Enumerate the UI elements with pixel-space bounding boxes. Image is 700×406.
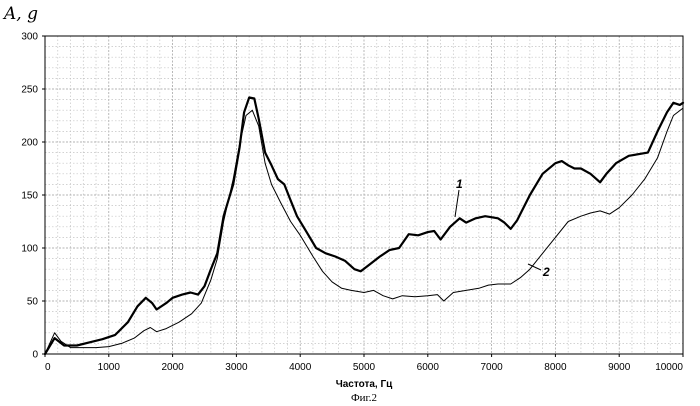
figure-caption: Фиг.2 [351, 392, 377, 404]
y-tick-label: 100 [21, 244, 38, 255]
y-axis-label: A, g [2, 4, 38, 24]
y-tick-label: 300 [21, 32, 38, 43]
y-tick-label: 50 [27, 297, 39, 308]
grid [45, 36, 683, 354]
series-1-label: 1 [456, 177, 463, 191]
x-tick-label: 8000 [544, 362, 567, 373]
y-tick-label: 150 [21, 191, 38, 202]
series-2-line [44, 107, 684, 355]
series-lines [43, 96, 685, 356]
x-tick-label: 2000 [161, 362, 184, 373]
series-2-leader-line [527, 263, 542, 271]
series-2-label: 2 [542, 265, 550, 279]
x-tick-label: 3000 [225, 362, 248, 373]
y-tick-label: 0 [32, 350, 38, 361]
series-1-line [43, 96, 685, 356]
x-tick-label: 10000 [655, 362, 683, 373]
y-tick-label: 200 [21, 138, 38, 149]
x-tick-label: 1000 [98, 362, 121, 373]
series-2-callout: 2 [527, 263, 550, 279]
x-tick-label: 5000 [353, 362, 376, 373]
x-tick-label: 7000 [480, 362, 503, 373]
x-tick-label: 0 [45, 362, 51, 373]
series-1-leader-line [454, 189, 460, 218]
x-tick-label: 6000 [417, 362, 440, 373]
y-tick-label: 250 [21, 85, 38, 96]
series-1-callout: 1 [454, 177, 463, 218]
x-tick-label: 9000 [608, 362, 631, 373]
x-tick-label: 4000 [289, 362, 312, 373]
x-axis-label: Частота, Гц [336, 379, 393, 390]
y-tick-labels: 0 50 100 150 200 250 300 [21, 32, 45, 361]
x-tick-labels: 0 1000 2000 3000 4000 5000 6000 7000 8000 9000 100… [44, 354, 684, 373]
